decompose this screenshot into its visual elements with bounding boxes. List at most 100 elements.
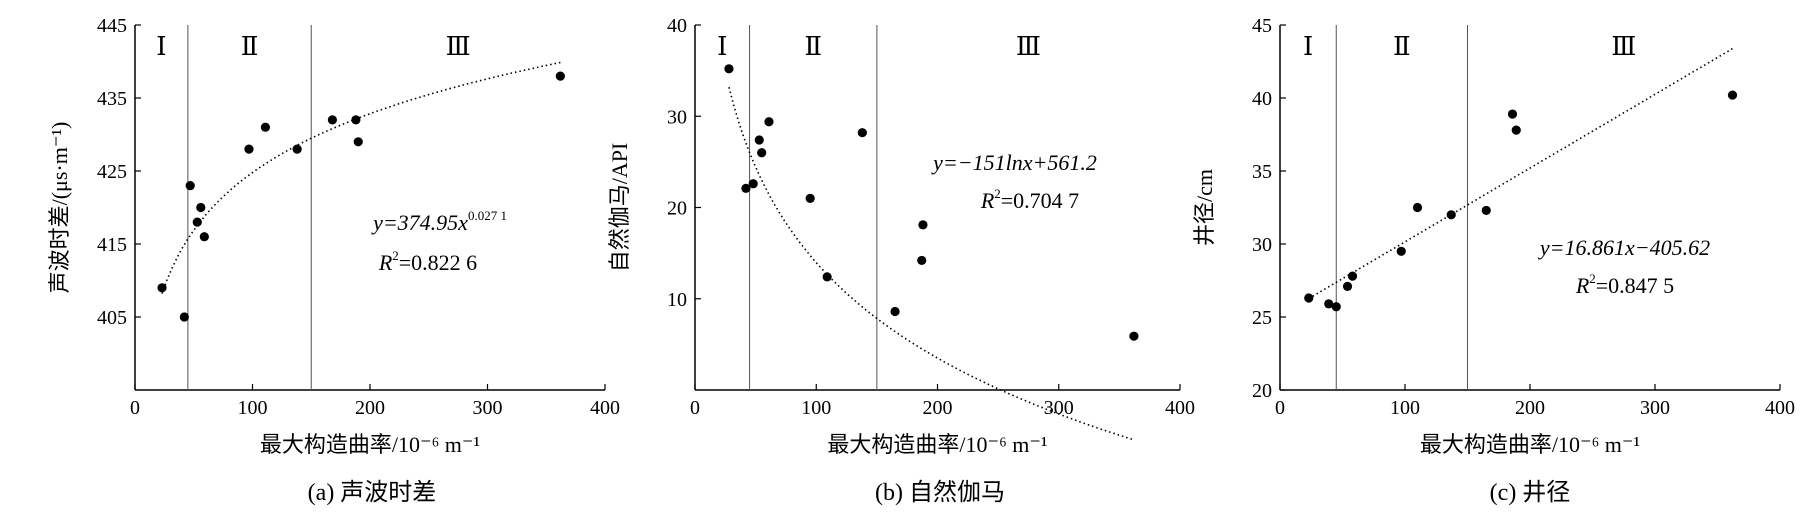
region-label: Ⅱ [241,32,259,61]
data-point [890,306,900,317]
x-tick-label: 400 [1765,397,1795,419]
r-squared-symbol: R [1575,273,1590,298]
region-label: Ⅰ [717,32,727,61]
y-tick-label: 25 [1252,307,1272,329]
x-tick-label: 100 [801,397,831,419]
data-point [917,255,927,266]
data-point [327,115,337,125]
fit-equation: y=374.95x0.027 1 [371,208,507,235]
region-label: Ⅲ [1016,32,1041,61]
chart-a: 0 100 200 300 400 405 415 425 435 445 Ⅰ Ⅱ Ⅲy=374.95x… [47,15,620,506]
data-point [260,122,271,132]
data-point [1446,210,1456,220]
r-squared: R2=0.704 7 [980,186,1079,213]
y-tick-label: 30 [1252,234,1272,256]
data-point [1727,90,1738,100]
data-point [353,137,363,147]
y-axis-label: 自然伽马/API [607,143,632,273]
x-tick-label: 400 [590,397,620,419]
fit-equation: y=16.861x−405.62 [1538,235,1710,260]
data-point [1396,246,1406,256]
chart-caption: (c) 井径 [1490,479,1571,506]
data-point [1331,302,1341,312]
data-point [857,128,867,138]
x-tick-label: 200 [1515,397,1545,419]
r-squared-power: 2 [1589,271,1596,286]
data-point [192,217,202,227]
data-point [199,232,209,242]
data-point [764,117,774,127]
data-point [351,115,361,125]
x-tick-label: 300 [473,397,503,419]
y-tick-label: 425 [97,161,127,183]
x-tick-label: 0 [690,397,700,419]
x-tick-label: 400 [1165,397,1195,419]
data-point [1324,299,1334,309]
trend-line [728,86,1135,441]
r-squared-power: 2 [994,186,1001,201]
r-squared: R2=0.822 6 [378,248,477,275]
x-tick-label: 100 [238,397,268,419]
data-point [1507,109,1518,119]
data-point [1304,293,1314,303]
data-point [822,272,832,282]
fit-equation-exponent: 0.027 1 [468,208,507,223]
r-squared-value: =0.704 7 [1001,188,1079,213]
fit-equation-text: y=−151lnx+561.2 [931,150,1097,175]
data-point [805,193,815,203]
region-label: Ⅲ [1611,32,1636,61]
trend-line [161,61,561,294]
fit-equation: y=−151lnx+561.2 [931,150,1097,175]
x-tick-label: 200 [355,397,385,419]
data-point [244,144,254,154]
data-point [754,135,764,145]
data-point [724,64,734,74]
region-label: Ⅲ [446,32,471,61]
y-tick-label: 405 [97,307,127,329]
x-axis-label: 最大构造曲率/10⁻⁶ m⁻¹ [260,432,480,457]
data-point [1342,281,1353,291]
x-tick-label: 300 [1640,397,1670,419]
data-point [1347,271,1358,281]
data-point [555,71,565,81]
r-squared-symbol: R [378,250,393,275]
y-tick-label: 10 [667,289,687,311]
y-tick-label: 20 [667,198,687,220]
data-point [179,312,189,322]
data-point [918,220,928,230]
r-squared-value: =0.822 6 [399,250,477,275]
x-tick-label: 300 [1044,397,1074,419]
trend-line [1308,47,1733,300]
fit-equation-text: y=374.95x [371,210,468,235]
y-tick-label: 30 [667,106,687,128]
x-axis-label: 最大构造曲率/10⁻⁶ m⁻¹ [827,432,1047,457]
region-label: Ⅱ [804,32,822,61]
data-point [157,283,167,293]
region-label: Ⅰ [156,32,166,61]
chart-caption: (a) 声波时差 [308,479,437,506]
chart-caption: (b) 自然伽马 [875,479,1005,506]
data-point [1481,205,1491,216]
x-tick-label: 100 [1390,397,1420,419]
data-point [1412,202,1423,213]
y-tick-label: 435 [97,88,127,110]
data-point [185,181,195,191]
x-tick-label: 0 [1275,397,1285,419]
r-squared-power: 2 [392,248,399,263]
chart-c: 0 100 200 300 400 20 25 30 35 40 45 Ⅰ Ⅱ Ⅲy=16.861x−40… [1192,15,1795,506]
y-tick-label: 40 [1252,88,1272,110]
y-tick-label: 40 [667,15,687,37]
x-tick-label: 200 [923,397,953,419]
y-tick-label: 20 [1252,380,1272,402]
y-tick-label: 45 [1252,15,1272,37]
data-point [741,183,751,193]
data-point [748,179,758,189]
y-axis-label: 井径/cm [1192,169,1217,246]
fit-equation-text: y=16.861x−405.62 [1538,235,1710,260]
x-tick-label: 0 [130,397,140,419]
data-point [757,148,767,158]
data-point [196,202,206,213]
